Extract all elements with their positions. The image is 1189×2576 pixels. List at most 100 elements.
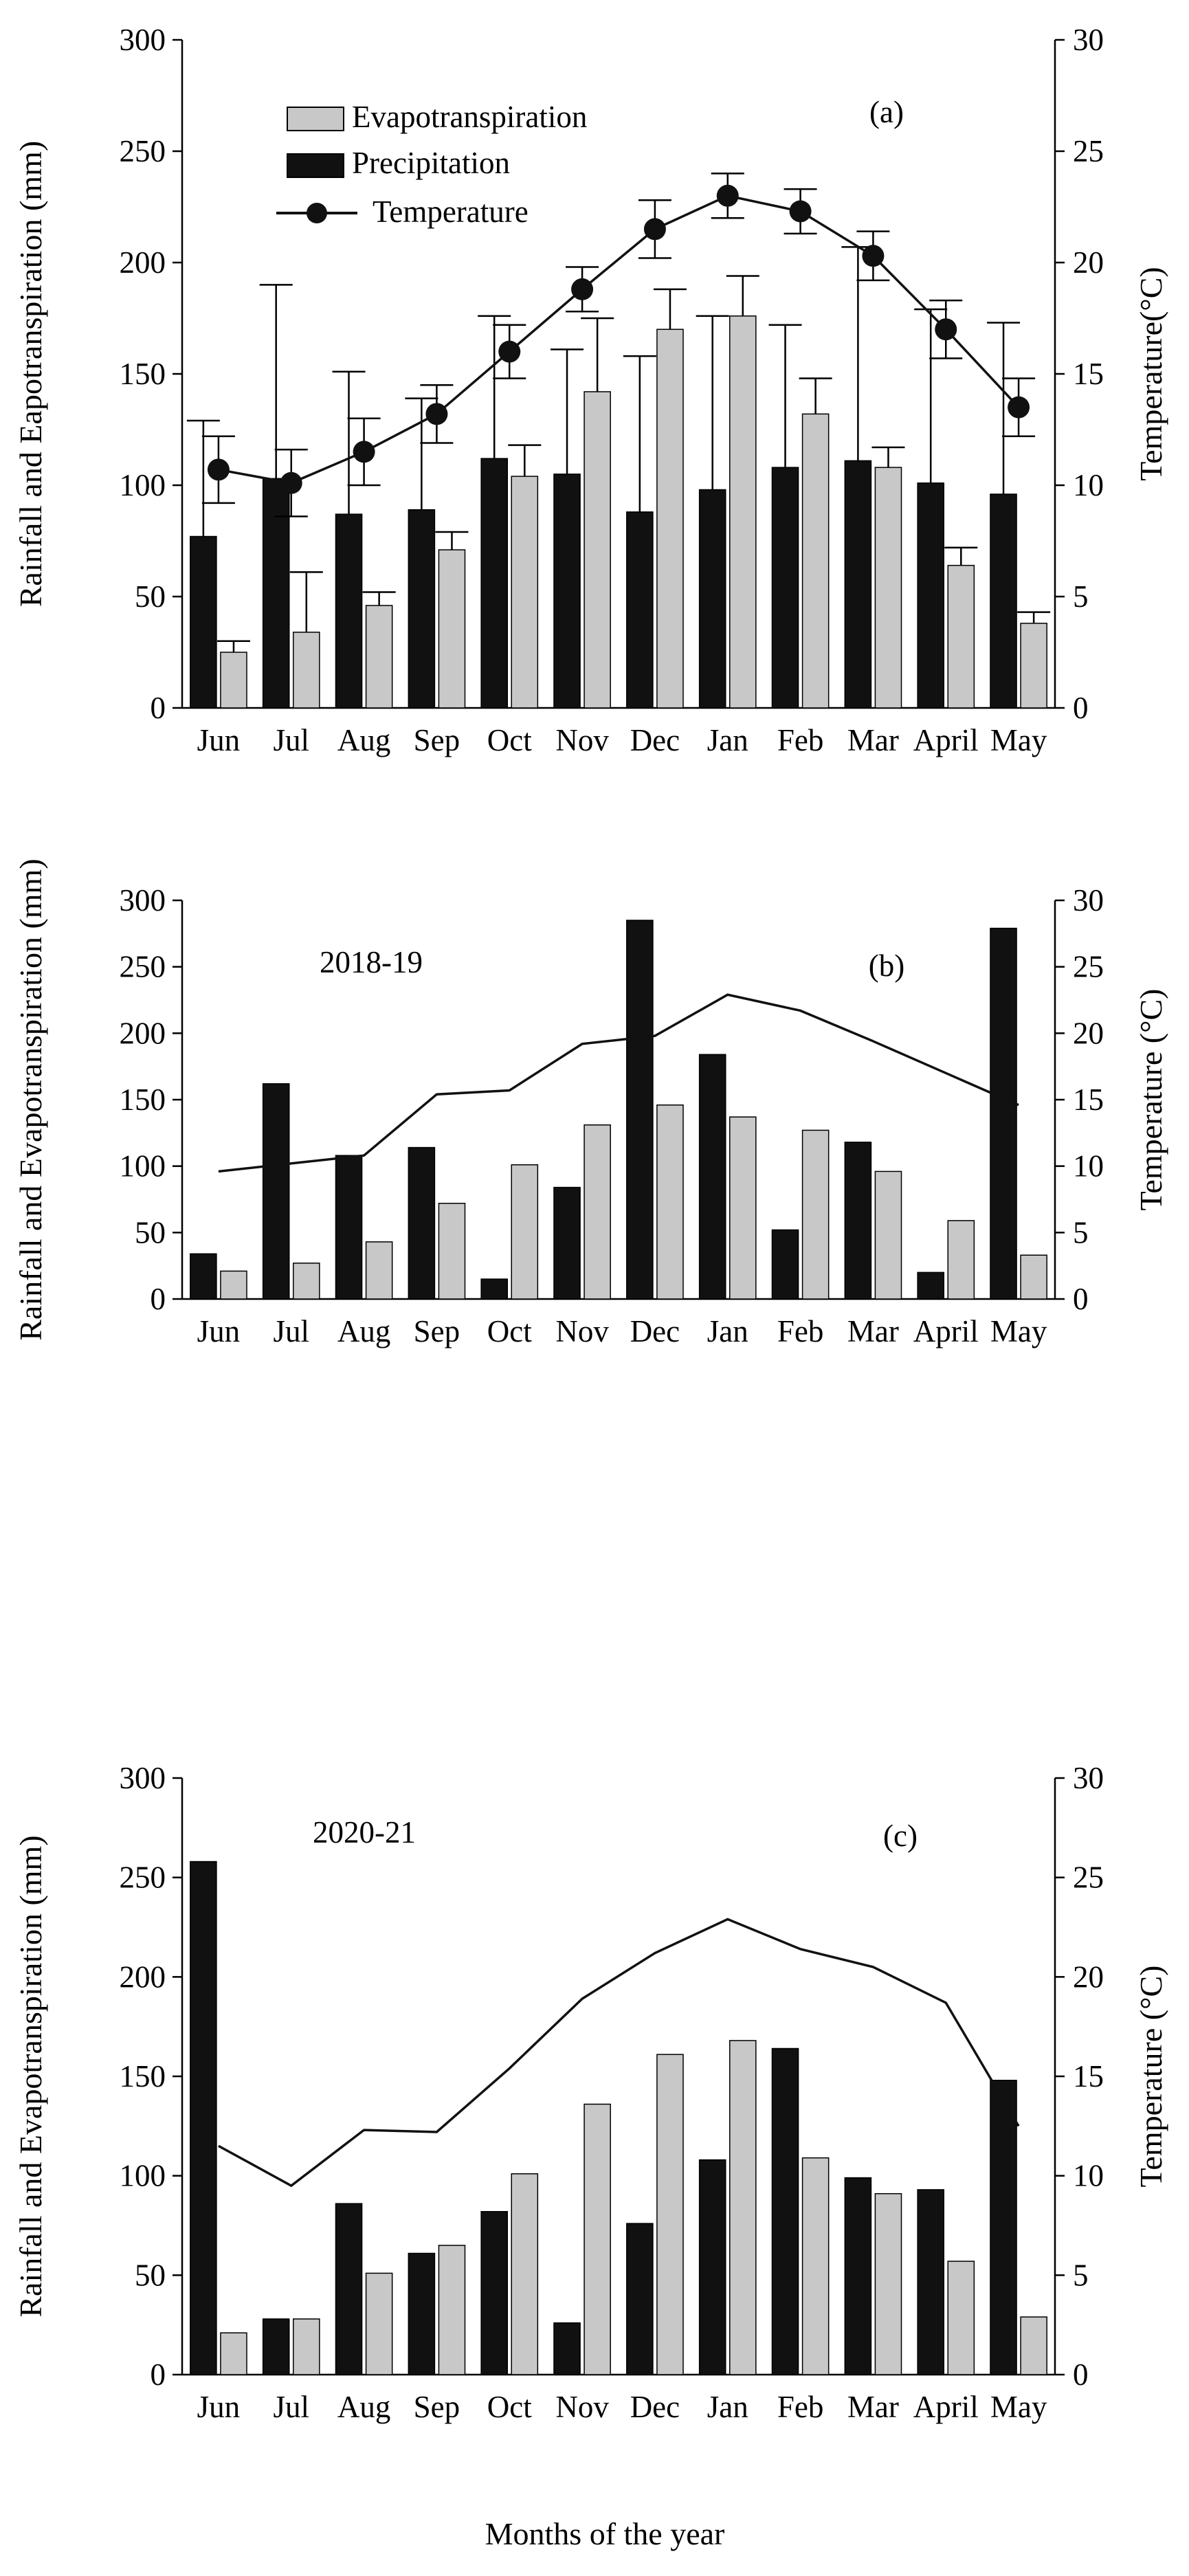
y2-tick-label: 15: [1073, 357, 1104, 391]
y-tick-label: 250: [120, 950, 166, 984]
evapotranspiration-bar: [874, 467, 902, 709]
panel-b: 2018-19 (b): [320, 945, 904, 983]
evapotranspiration-bar: [220, 652, 247, 709]
y-tick-label: 100: [120, 1149, 166, 1184]
x-tick-label: Jun: [197, 1314, 241, 1348]
temperature-line: [218, 194, 1020, 485]
y2-tick-label: 10: [1073, 468, 1104, 502]
precipitation-bar: [771, 467, 799, 709]
panel-a: (a) Evapotranspiration Precipitation Tem…: [276, 95, 904, 229]
evapotranspiration-bar: [584, 391, 611, 709]
temperature-point: [498, 340, 521, 363]
x-tick-label: Jun: [197, 723, 241, 757]
x-tick-label: Nov: [555, 723, 609, 757]
precipitation-bar: [480, 2210, 509, 2375]
evapotranspiration-bar: [438, 549, 466, 709]
y-tick-label: 300: [120, 23, 166, 57]
evapotranspiration-bar: [438, 1203, 466, 1300]
precipitation-bar: [990, 2080, 1017, 2375]
evapotranspiration-bar: [656, 1104, 684, 1300]
y-tick-label: 200: [120, 1016, 166, 1050]
x-tick-label: Dec: [630, 2390, 680, 2424]
y2-tick-label: 10: [1073, 2159, 1104, 2193]
precipitation-bar: [917, 2189, 945, 2375]
y-tick-label: 100: [120, 468, 166, 502]
evapotranspiration-bar: [511, 1164, 539, 1300]
legend-precipitation-swatch: [287, 153, 344, 178]
y-tick-label: 50: [135, 579, 166, 614]
y2-tick-label: 0: [1073, 1282, 1089, 1316]
panel-a-legend: Evapotranspiration Precipitation Tempera…: [276, 100, 587, 229]
legend-evapotranspiration-swatch: [287, 107, 344, 131]
precipitation-bar: [480, 458, 509, 709]
temperature-point: [280, 471, 302, 494]
y-tick-label: 250: [120, 134, 166, 168]
evapotranspiration-bar: [729, 1116, 757, 1300]
temperature-point: [571, 278, 594, 300]
y-tick-label: 50: [135, 2258, 166, 2292]
y-tick-label: 250: [120, 1861, 166, 1895]
y-axis-title: Rainfall and Evapotranspiration (mm): [13, 1835, 48, 2317]
evapotranspiration-bar: [1020, 1254, 1047, 1300]
x-tick-label: Nov: [555, 1314, 609, 1348]
y2-tick-label: 25: [1073, 950, 1104, 984]
precipitation-bar: [844, 2177, 872, 2375]
precipitation-bar: [408, 509, 436, 709]
temperature-line: [218, 993, 1019, 1173]
panel-a-plot: 0 50 100 150 200 250 300 0 5 10 15 20 25 30 Rainfall a…: [13, 23, 1168, 757]
evapotranspiration-bar: [511, 476, 539, 709]
y2-tick-label: 30: [1073, 883, 1104, 918]
precipitation-bar: [626, 511, 654, 709]
y-tick-label: 300: [120, 883, 166, 918]
y2-tick-label: 0: [1073, 691, 1089, 725]
y-tick-label: 0: [151, 691, 166, 725]
evapotranspiration-bar: [365, 2272, 393, 2375]
evapotranspiration-bar: [293, 1263, 320, 1300]
x-tick-label: Mar: [847, 723, 899, 757]
y-tick-label: 150: [120, 1082, 166, 1117]
x-tick-label: Jul: [273, 2390, 309, 2424]
x-tick-label: Jul: [273, 1314, 309, 1348]
x-tick-label: Sep: [414, 1314, 460, 1348]
x-tick-label: Jun: [197, 2390, 241, 2424]
evapotranspiration-bar: [220, 1270, 247, 1300]
temperature-point: [935, 318, 957, 341]
precipitation-bar: [626, 920, 654, 1300]
x-tick-label: May: [990, 2390, 1047, 2424]
precipitation-bar: [990, 927, 1017, 1300]
y2-tick-label: 20: [1073, 245, 1104, 280]
evapotranspiration-bar: [947, 564, 975, 709]
precipitation-bar: [698, 2159, 726, 2375]
y-tick-label: 100: [120, 2159, 166, 2193]
precipitation-bar: [771, 2047, 799, 2375]
y2-axis-title: Temperature (°C): [1133, 1966, 1168, 2188]
x-tick-label: Dec: [630, 1314, 680, 1348]
precipitation-bar: [190, 1253, 217, 1300]
x-tick-label: Aug: [337, 723, 391, 757]
precipitation-bar: [335, 2203, 363, 2375]
evapotranspiration-bar: [1020, 623, 1047, 709]
y2-tick-label: 5: [1073, 579, 1089, 614]
evapotranspiration-bar: [947, 2261, 975, 2375]
evapotranspiration-bar: [874, 2192, 902, 2375]
evapotranspiration-bar: [584, 2103, 611, 2375]
y-tick-label: 150: [120, 357, 166, 391]
evapotranspiration-bar: [293, 632, 320, 709]
precipitation-bar: [335, 1155, 363, 1300]
temperature-point: [716, 184, 739, 207]
x-tick-label: Feb: [777, 723, 824, 757]
y-tick-label: 300: [120, 1761, 166, 1795]
precipitation-bar: [262, 1083, 290, 1300]
x-tick-label: May: [990, 723, 1047, 757]
y-tick-label: 150: [120, 2059, 166, 2094]
panel-b-annotation: 2018-19: [320, 945, 423, 979]
x-tick-label: Nov: [555, 2390, 609, 2424]
panel-c-xlabel: Months of the year: [485, 2516, 725, 2551]
evapotranspiration-bar: [511, 2173, 539, 2375]
y2-tick-label: 20: [1073, 1959, 1104, 1994]
y-axis-title: Rainfall and Evapotranspiration (mm): [13, 858, 48, 1340]
precipitation-bar: [771, 1229, 799, 1300]
y-tick-label: 0: [151, 2357, 166, 2392]
temperature-point: [425, 403, 448, 425]
